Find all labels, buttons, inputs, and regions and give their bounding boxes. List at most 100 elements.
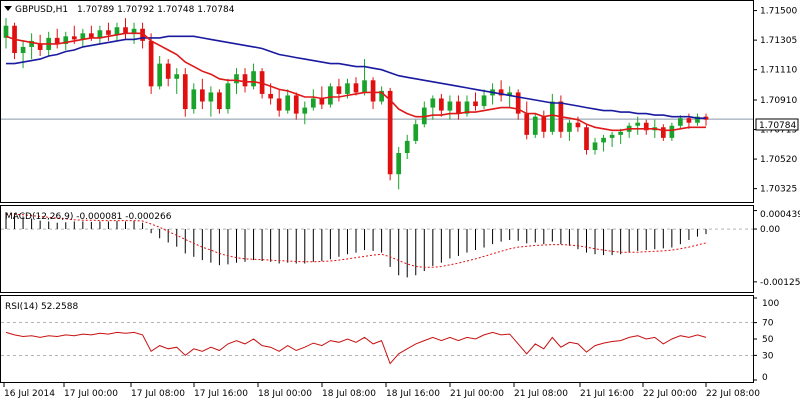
rsi-tick-label: 70: [762, 319, 774, 329]
candle-body: [302, 107, 308, 114]
candle-body: [217, 92, 222, 110]
candle-body: [379, 90, 384, 102]
candle-body: [541, 116, 547, 132]
macd-tick-label: 0.000439: [760, 210, 800, 220]
candle-body: [353, 83, 359, 93]
candle-body: [140, 28, 145, 41]
macd-panel[interactable]: [0, 205, 754, 293]
candle-body: [430, 98, 436, 108]
candle-body: [191, 89, 197, 110]
price-tick-label: 1.71110: [760, 66, 797, 76]
current-price-box: [755, 118, 799, 131]
candle-body: [549, 101, 555, 132]
x-tick-label: 18 Jul 08:00: [322, 389, 376, 399]
x-tick-label: 22 Jul 08:00: [706, 389, 760, 399]
candle-body: [532, 116, 538, 135]
candle-body: [362, 80, 367, 93]
price-panel[interactable]: [0, 0, 754, 203]
candle-body: [71, 36, 77, 40]
candle-body: [660, 127, 666, 138]
price-tick-label: 1.71305: [760, 36, 797, 46]
header-ohlc: 1.70789 1.70792 1.70748 1.70784: [77, 5, 235, 15]
x-tick-label: 22 Jul 00:00: [643, 389, 697, 399]
candle-body: [404, 140, 410, 154]
candle-body: [97, 30, 103, 38]
candle-body: [592, 142, 598, 150]
candle-body: [456, 101, 461, 114]
candle-body: [678, 118, 683, 126]
candle-body: [251, 71, 256, 87]
price-tick-label: 1.71500: [760, 7, 797, 17]
candle-body: [567, 122, 572, 132]
candle-body: [507, 92, 513, 96]
candle-body: [268, 93, 273, 99]
candle-body: [387, 90, 393, 175]
candle-body: [515, 92, 521, 114]
candle-body: [199, 89, 205, 102]
candle-body: [157, 63, 163, 87]
candle-body: [396, 153, 402, 175]
candle-body: [29, 40, 34, 47]
x-tick-label: 21 Jul 08:00: [514, 389, 568, 399]
candle-body: [643, 122, 649, 131]
x-tick-label: 21 Jul 00:00: [450, 389, 504, 399]
candle-body: [498, 89, 504, 96]
candle-body: [336, 86, 342, 94]
rsi-panel[interactable]: [0, 295, 754, 383]
candle-body: [328, 86, 333, 105]
candle-body: [276, 98, 282, 111]
candle-body: [174, 74, 180, 79]
candle-body: [635, 122, 641, 126]
candle-body: [131, 28, 137, 34]
candle-body: [413, 124, 419, 141]
candle-body: [114, 27, 120, 35]
candle-body: [106, 30, 111, 35]
price-tick-label: 1.70910: [760, 96, 797, 106]
candle-body: [285, 95, 291, 111]
candle-body: [584, 127, 589, 150]
price-tick-label: 1.70325: [760, 185, 797, 195]
candle-body: [601, 137, 606, 143]
candle-body: [370, 80, 376, 102]
candle-body: [609, 134, 615, 138]
candle-body: [310, 98, 316, 108]
candle-body: [575, 122, 581, 128]
rsi-tick-label: 100: [762, 299, 779, 309]
candle-body: [686, 118, 692, 123]
dropdown-triangle-icon[interactable]: [4, 6, 12, 11]
candle-body: [319, 98, 325, 105]
x-tick-label: 16 Jul 2014: [4, 389, 55, 399]
ma-slow-line: [6, 35, 706, 119]
macd-label: MACD(12,26,9) -0.000081 -0.000266: [5, 212, 172, 222]
price-tick-label: 1.70715: [760, 126, 797, 136]
candle-body: [669, 125, 675, 138]
rsi-tick-label: 30: [762, 351, 774, 361]
ma-fast-line: [5, 32, 706, 132]
candle-body: [439, 98, 444, 111]
candle-body: [345, 83, 350, 94]
candle-body: [80, 33, 86, 40]
rsi-label: RSI(14) 52.2588: [5, 302, 78, 312]
candle-body: [37, 43, 43, 50]
x-tick-label: 18 Jul 00:00: [258, 389, 312, 399]
current-price-label: 1.70784: [759, 121, 796, 131]
x-tick-label: 21 Jul 16:00: [580, 389, 634, 399]
x-tick-label: 17 Jul 00:00: [64, 389, 118, 399]
rsi-tick-label: 50: [762, 335, 774, 345]
candle-body: [165, 63, 171, 79]
rsi-line: [5, 331, 707, 365]
candle-body: [123, 27, 128, 34]
candle-body: [293, 95, 299, 114]
candle-body: [63, 36, 69, 44]
candle-body: [54, 37, 60, 44]
candle-body: [89, 33, 94, 38]
candle-body: [618, 131, 623, 135]
x-tick-label: 17 Jul 08:00: [131, 389, 185, 399]
candle-body: [148, 40, 154, 87]
candle-body: [695, 116, 700, 123]
candle-body: [473, 101, 478, 107]
candle-body: [481, 95, 487, 107]
macd-tick-label: 0.00: [760, 225, 780, 235]
macd-signal-line: [6, 213, 707, 268]
